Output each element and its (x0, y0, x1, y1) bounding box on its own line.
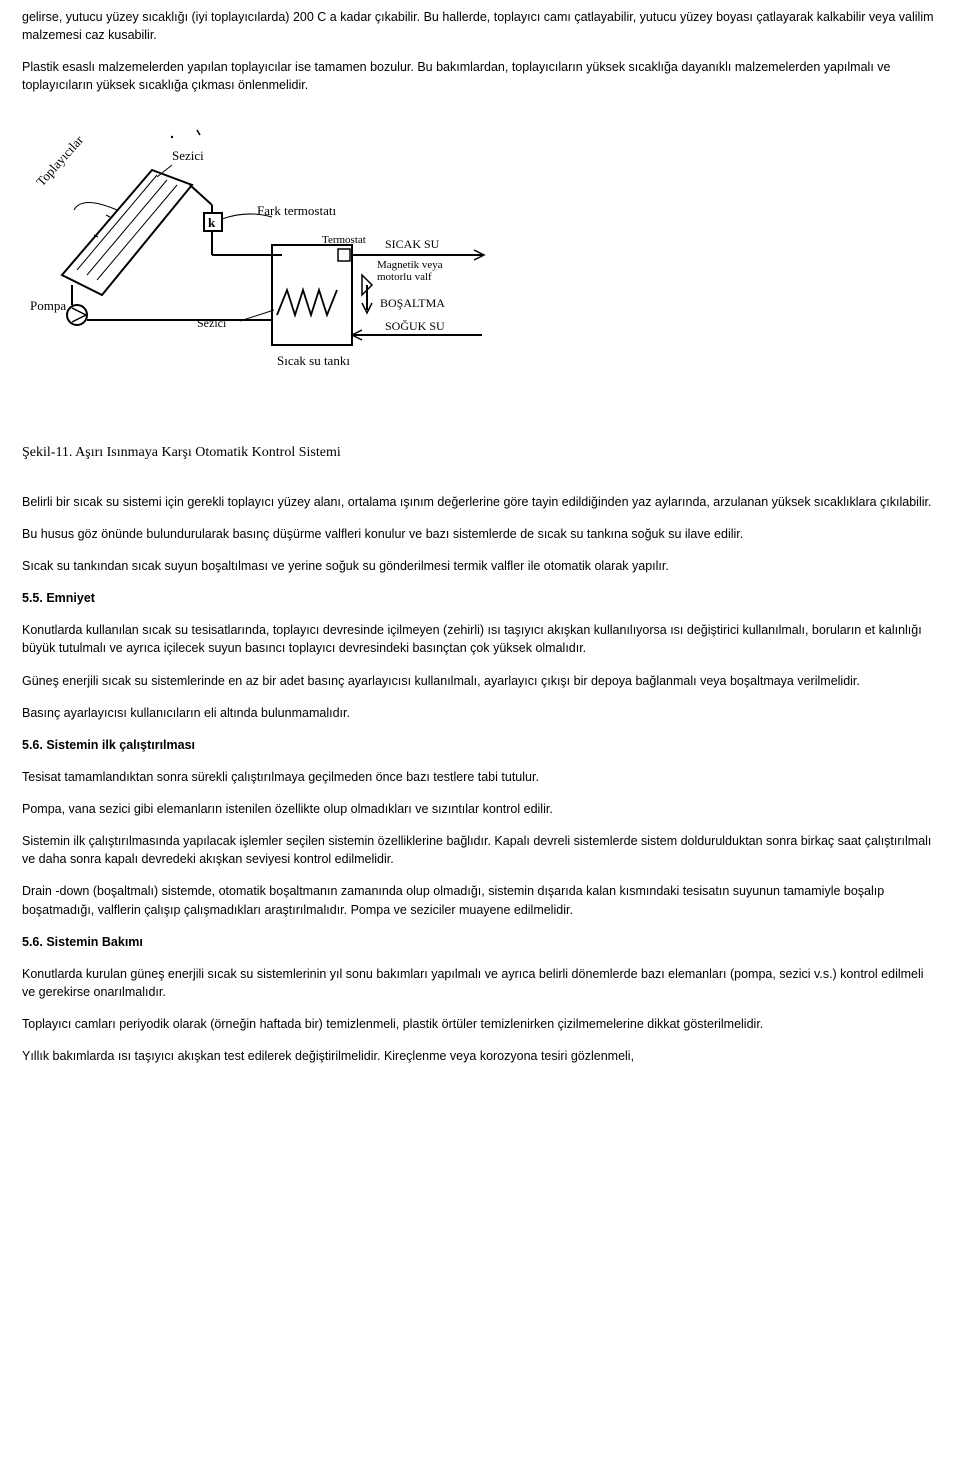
paragraph: Yıllık bakımlarda ısı taşıyıcı akışkan t… (22, 1047, 938, 1065)
paragraph: Drain -down (boşaltmalı) sistemde, otoma… (22, 882, 938, 918)
label-sicak-su: SICAK SU (385, 237, 440, 251)
label-toplayicilar: Toplayıcılar (33, 131, 86, 188)
paragraph: Plastik esaslı malzemelerden yapılan top… (22, 58, 938, 94)
paragraph: Tesisat tamamlandıktan sonra sürekli çal… (22, 768, 938, 786)
paragraph: Basınç ayarlayıcısı kullanıcıların eli a… (22, 704, 938, 722)
paragraph: Sistemin ilk çalıştırılmasında yapılacak… (22, 832, 938, 868)
label-soguk-su: SOĞUK SU (385, 319, 445, 333)
paragraph: Belirli bir sıcak su sistemi için gerekl… (22, 493, 938, 511)
paragraph: Toplayıcı camları periyodik olarak (örne… (22, 1015, 938, 1033)
label-bosaltma: BOŞALTMA (380, 296, 445, 310)
paragraph: gelirse, yutucu yüzey sıcaklığı (iyi top… (22, 8, 938, 44)
heading-5-5: 5.5. Emniyet (22, 589, 938, 607)
label-termostat: Termostat (322, 234, 366, 246)
label-sicak-su-tanki: Sıcak su tankı (277, 353, 350, 368)
heading-5-6a: 5.6. Sistemin ilk çalıştırılması (22, 736, 938, 754)
control-system-diagram: Sezici Toplayıcılar Pompa k Fark termost… (22, 115, 522, 415)
label-k: k (208, 215, 216, 230)
label-pompa: Pompa (30, 298, 66, 313)
label-manyetik1: Magnetik veya motorlu valf (377, 259, 445, 283)
document-page: gelirse, yutucu yüzey sıcaklığı (iyi top… (0, 0, 960, 1087)
paragraph: Sıcak su tankından sıcak suyun boşaltılm… (22, 557, 938, 575)
paragraph: Konutlarda kurulan güneş enerjili sıcak … (22, 965, 938, 1001)
paragraph: Bu husus göz önünde bulundurularak basın… (22, 525, 938, 543)
label-sezici-top: Sezici (172, 148, 204, 163)
heading-5-6b: 5.6. Sistemin Bakımı (22, 933, 938, 951)
figure-caption: Şekil-11. Aşırı Isınmaya Karşı Otomatik … (22, 443, 938, 463)
label-sezici-tank: Sezici (197, 316, 227, 330)
paragraph: Pompa, vana sezici gibi elemanların iste… (22, 800, 938, 818)
label-fark-termostati: Fark termostatı (257, 203, 336, 218)
paragraph: Güneş enerjili sıcak su sistemlerinde en… (22, 672, 938, 690)
figure-block: Sezici Toplayıcılar Pompa k Fark termost… (22, 115, 938, 463)
paragraph: Konutlarda kullanılan sıcak su tesisatla… (22, 621, 938, 657)
